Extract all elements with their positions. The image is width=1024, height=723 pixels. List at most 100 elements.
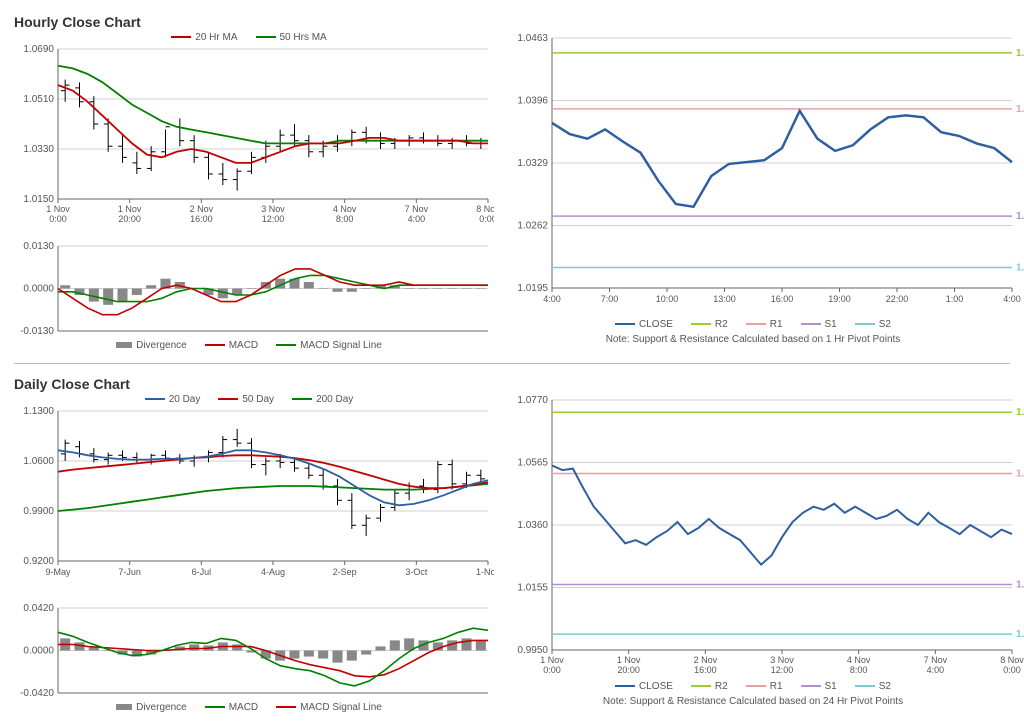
svg-text:16:00: 16:00 (694, 665, 717, 675)
svg-text:6-Jul: 6-Jul (192, 567, 212, 577)
hourly-title: Hourly Close Chart (14, 14, 1010, 30)
svg-text:1.0155: 1.0155 (517, 583, 548, 594)
svg-text:1.0195: 1.0195 (517, 283, 548, 294)
svg-text:0.9900: 0.9900 (23, 506, 54, 517)
svg-text:0.0000: 0.0000 (23, 646, 54, 657)
svg-text:22:00: 22:00 (886, 294, 909, 304)
legend-item: CLOSE (615, 681, 673, 692)
svg-text:4:00: 4:00 (1003, 294, 1021, 304)
svg-text:12:00: 12:00 (771, 665, 794, 675)
legend-item: 50 Day (218, 394, 274, 405)
daily-right: 0.99501.01551.03601.05651.07701 Nov0:001… (508, 394, 998, 707)
legend-item: Divergence (116, 702, 187, 713)
svg-text:8:00: 8:00 (336, 214, 354, 224)
legend-item: S2 (855, 319, 891, 330)
svg-text:0:00: 0:00 (543, 665, 561, 675)
daily-sr-legend: CLOSE R2 R1 S1 S2 (508, 681, 998, 692)
hourly-right: 1.01951.02621.03291.03961.04634:007:0010… (508, 32, 998, 345)
legend-item: Divergence (116, 340, 187, 351)
svg-text:4 Nov: 4 Nov (333, 204, 357, 214)
svg-text:1.0165: 1.0165 (1016, 579, 1024, 590)
svg-text:1.1300: 1.1300 (23, 406, 54, 417)
svg-text:1.0510: 1.0510 (23, 94, 54, 105)
daily-sr-chart: 0.99501.01551.03601.05651.07701 Nov0:001… (508, 394, 998, 681)
svg-text:16:00: 16:00 (771, 294, 794, 304)
legend-item: S1 (801, 681, 837, 692)
svg-text:1.0529: 1.0529 (1016, 468, 1024, 479)
svg-text:1.0463: 1.0463 (517, 33, 548, 44)
legend-item: MACD Signal Line (276, 702, 382, 713)
svg-text:1.0396: 1.0396 (517, 96, 548, 107)
svg-text:20:00: 20:00 (617, 665, 640, 675)
svg-text:2-Sep: 2-Sep (333, 567, 357, 577)
legend-item: R1 (746, 681, 783, 692)
svg-text:-0.0420: -0.0420 (20, 688, 54, 699)
svg-text:1.0447: 1.0447 (1016, 48, 1024, 59)
daily-sr-note: Note: Support & Resistance Calculated ba… (508, 696, 998, 707)
legend-item: S1 (801, 319, 837, 330)
svg-text:1.0262: 1.0262 (517, 221, 548, 232)
svg-text:19:00: 19:00 (828, 294, 851, 304)
hourly-sr-note: Note: Support & Resistance Calculated ba… (508, 334, 998, 345)
svg-text:1.0690: 1.0690 (23, 44, 54, 55)
legend-item: MACD Signal Line (276, 340, 382, 351)
svg-text:0.0420: 0.0420 (23, 603, 54, 614)
svg-text:12:00: 12:00 (262, 214, 285, 224)
legend-item: MACD (205, 702, 258, 713)
svg-text:3-Oct: 3-Oct (405, 567, 428, 577)
legend-item: R2 (691, 681, 728, 692)
hourly-sr-chart: 1.01951.02621.03291.03961.04634:007:0010… (508, 32, 998, 319)
svg-text:7-Jun: 7-Jun (118, 567, 141, 577)
svg-text:1.0770: 1.0770 (517, 395, 548, 406)
svg-text:7 Nov: 7 Nov (924, 655, 948, 665)
svg-text:1.0217: 1.0217 (1016, 262, 1024, 273)
svg-text:0.9200: 0.9200 (23, 556, 54, 567)
svg-text:1.0360: 1.0360 (517, 520, 548, 531)
daily-left: 20 Day50 Day200 Day 0.92000.99001.06001.… (14, 394, 484, 713)
hourly-macd-legend: DivergenceMACDMACD Signal Line (14, 340, 484, 351)
daily-title: Daily Close Chart (14, 376, 1010, 392)
svg-text:3 Nov: 3 Nov (261, 204, 285, 214)
legend-item: S2 (855, 681, 891, 692)
svg-text:1-Nov: 1-Nov (476, 567, 494, 577)
svg-text:8 Nov: 8 Nov (476, 204, 494, 214)
svg-text:1.0002: 1.0002 (1016, 629, 1024, 640)
svg-text:8 Nov: 8 Nov (1000, 655, 1024, 665)
svg-text:4-Aug: 4-Aug (261, 567, 285, 577)
svg-text:0.0000: 0.0000 (23, 284, 54, 295)
svg-text:2 Nov: 2 Nov (694, 655, 718, 665)
svg-text:1.0330: 1.0330 (23, 144, 54, 155)
svg-text:0:00: 0:00 (1003, 665, 1021, 675)
svg-text:10:00: 10:00 (656, 294, 679, 304)
svg-text:4:00: 4:00 (543, 294, 561, 304)
daily-price-chart: 0.92000.99001.06001.13009-May7-Jun6-Jul4… (14, 405, 484, 592)
daily-row: 20 Day50 Day200 Day 0.92000.99001.06001.… (14, 394, 1010, 713)
svg-text:0:00: 0:00 (479, 214, 494, 224)
svg-text:4:00: 4:00 (927, 665, 945, 675)
svg-text:3 Nov: 3 Nov (770, 655, 794, 665)
svg-text:1 Nov: 1 Nov (540, 655, 564, 665)
svg-text:1.0565: 1.0565 (517, 458, 548, 469)
svg-text:4:00: 4:00 (408, 214, 426, 224)
legend-item: 20 Hr MA (171, 32, 237, 43)
legend-item: 50 Hrs MA (256, 32, 327, 43)
hourly-row: 20 Hr MA50 Hrs MA 1.01501.03301.05101.06… (14, 32, 1010, 351)
hourly-price-chart: 1.01501.03301.05101.06901 Nov0:001 Nov20… (14, 43, 484, 230)
svg-text:9-May: 9-May (45, 567, 71, 577)
svg-text:7:00: 7:00 (601, 294, 619, 304)
hourly-left: 20 Hr MA50 Hrs MA 1.01501.03301.05101.06… (14, 32, 484, 351)
hourly-sr-legend: CLOSER2R1S1S2 (508, 319, 998, 330)
svg-text:0.0130: 0.0130 (23, 241, 54, 252)
daily-macd-legend: Divergence MACD MACD Signal Line (14, 702, 484, 713)
svg-text:1 Nov: 1 Nov (118, 204, 142, 214)
svg-text:0:00: 0:00 (49, 214, 67, 224)
svg-text:1 Nov: 1 Nov (617, 655, 641, 665)
svg-text:7 Nov: 7 Nov (405, 204, 429, 214)
svg-text:8:00: 8:00 (850, 665, 868, 675)
svg-text:13:00: 13:00 (713, 294, 736, 304)
svg-text:4 Nov: 4 Nov (847, 655, 871, 665)
hourly-price-legend: 20 Hr MA 50 Hrs MA (14, 32, 484, 43)
svg-text:20:00: 20:00 (118, 214, 141, 224)
legend-item: R2 (691, 319, 728, 330)
svg-text:1 Nov: 1 Nov (46, 204, 70, 214)
